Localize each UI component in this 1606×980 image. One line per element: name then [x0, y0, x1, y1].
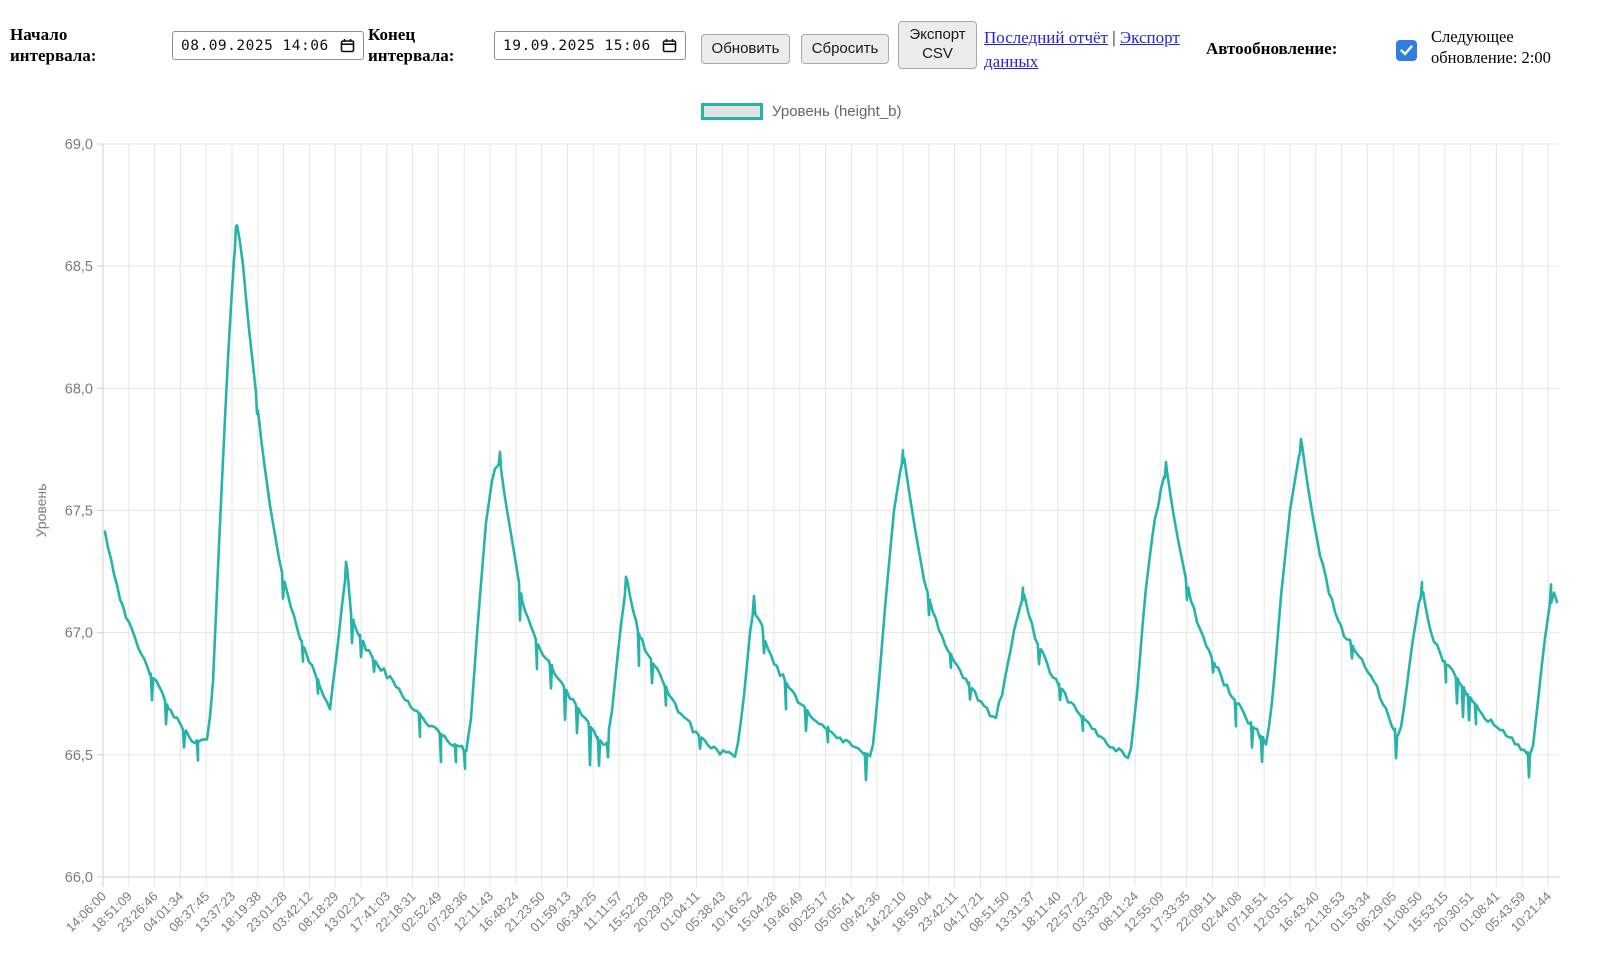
legend-swatch: [701, 103, 763, 120]
export-csv-button[interactable]: Экспорт CSV: [898, 21, 977, 69]
level-chart[interactable]: 69,068,568,067,567,066,566,014:06:0018:5…: [0, 88, 1606, 980]
y-tick-label: 69,0: [65, 137, 93, 153]
series-line: [103, 224, 1559, 782]
autorefresh-checkbox[interactable]: [1396, 40, 1417, 61]
y-tick-label: 68,0: [65, 381, 93, 397]
start-interval-input-wrap: [172, 31, 364, 60]
y-axis-title: Уровень: [33, 484, 49, 538]
calendar-icon[interactable]: [662, 38, 677, 53]
checkmark-icon: [1400, 45, 1413, 56]
start-interval-label: Начало интервала:: [10, 25, 97, 66]
next-update-text: Следующее обновление: 2:00: [1431, 27, 1551, 68]
end-interval-input[interactable]: [503, 37, 653, 54]
export-data-link[interactable]: Экспорт данных: [984, 28, 1180, 71]
y-tick-label: 67,5: [65, 504, 93, 520]
reset-button[interactable]: Сбросить: [801, 34, 889, 64]
y-tick-label: 68,5: [65, 259, 93, 275]
last-report-link[interactable]: Последний отчёт: [984, 28, 1108, 47]
y-tick-label: 67,0: [65, 626, 93, 642]
calendar-icon[interactable]: [340, 38, 355, 53]
report-links: Последний отчёт | Экспорт данных: [984, 26, 1196, 74]
legend-label: Уровень (height_b): [772, 103, 902, 120]
end-interval-label: Конец интервала:: [368, 25, 455, 66]
chart-legend[interactable]: Уровень (height_b): [701, 103, 902, 120]
autorefresh-label: Автообновление:: [1206, 39, 1338, 58]
start-interval-input[interactable]: [181, 37, 331, 54]
refresh-button[interactable]: Обновить: [701, 34, 790, 64]
y-tick-label: 66,5: [65, 748, 93, 764]
end-interval-input-wrap: [494, 31, 686, 60]
y-tick-label: 66,0: [65, 870, 93, 886]
links-separator: |: [1112, 28, 1116, 47]
